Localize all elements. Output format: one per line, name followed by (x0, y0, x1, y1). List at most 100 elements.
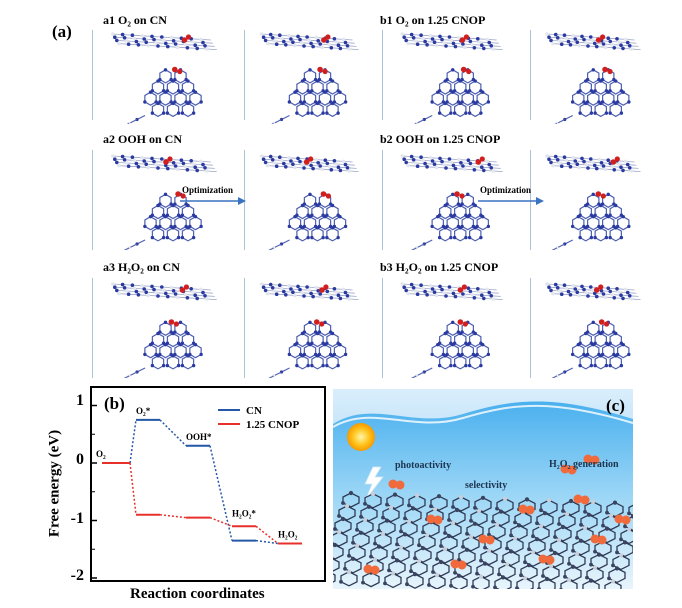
lattice-atom (449, 583, 453, 588)
atom (606, 158, 611, 162)
lattice-atom (570, 564, 576, 569)
atom (425, 43, 429, 47)
molecule-structure (545, 32, 641, 124)
atom (308, 342, 312, 347)
atom (442, 291, 446, 295)
atom (445, 202, 449, 206)
lattice-atom (363, 501, 367, 506)
atom (336, 363, 340, 368)
atom (428, 284, 433, 288)
atom (400, 32, 404, 36)
molecule-structure (400, 32, 503, 124)
atom (161, 111, 166, 115)
atom (425, 293, 429, 297)
atom (334, 290, 339, 294)
atom (325, 363, 329, 368)
atom (430, 100, 434, 104)
atom (163, 342, 168, 347)
atom (629, 169, 634, 173)
lattice-atom (544, 576, 550, 582)
lattice-atom (585, 575, 589, 580)
atom (332, 287, 337, 291)
lattice-atom (498, 509, 504, 514)
atom (608, 289, 613, 294)
atom (566, 39, 571, 44)
atom (134, 161, 139, 166)
atom (468, 289, 473, 294)
atom (578, 235, 582, 240)
atom (302, 77, 307, 82)
atom (329, 46, 334, 50)
atom (293, 165, 297, 170)
atom (184, 77, 188, 82)
atom (464, 111, 468, 115)
lattice-atom (376, 544, 382, 549)
atom (415, 164, 420, 168)
atom (113, 35, 117, 39)
atom (545, 282, 549, 286)
atom (573, 159, 578, 163)
atom (156, 226, 160, 230)
atom (623, 287, 628, 292)
atom (291, 290, 295, 294)
lattice-atom (523, 560, 527, 565)
atom (473, 101, 477, 106)
atom (423, 39, 427, 44)
lattice-atom (427, 583, 431, 587)
atom (430, 352, 434, 357)
atom (150, 235, 155, 240)
lattice-atom (567, 561, 571, 566)
lattice-atom (469, 518, 473, 523)
lattice-atom (538, 524, 544, 529)
divider-line (382, 150, 383, 250)
atom (185, 296, 190, 300)
atom (201, 162, 205, 167)
lattice-atom (509, 533, 513, 538)
atom (310, 111, 314, 115)
atom (191, 290, 195, 294)
atom (617, 40, 621, 44)
atom (338, 342, 342, 347)
atom (313, 330, 318, 334)
atom (164, 291, 168, 296)
atom (419, 33, 423, 37)
atom (300, 354, 305, 358)
atom (195, 46, 199, 51)
lattice-atom (605, 510, 609, 515)
oxygen-atom (321, 37, 327, 43)
divider-line (530, 30, 531, 120)
atom (564, 286, 569, 291)
atom (481, 342, 485, 347)
atom (163, 90, 168, 94)
lattice-atom (447, 518, 451, 522)
oxygen-atom (463, 34, 470, 40)
atom (547, 285, 551, 289)
atom (467, 111, 472, 115)
oxygen-atom (597, 535, 607, 545)
atom (409, 154, 414, 159)
atom (570, 100, 575, 104)
atom (169, 202, 173, 206)
atom (590, 288, 595, 292)
oxygen-atom (317, 66, 323, 73)
atom (126, 164, 131, 168)
atom (617, 290, 621, 294)
atom (160, 35, 164, 39)
oxygen-atom (479, 156, 485, 162)
atom (577, 43, 582, 48)
atom (456, 202, 461, 206)
oxygen-atom (319, 287, 325, 293)
divider-line (244, 278, 245, 378)
cell-title-b1: b1 O₂ on 1.25 CNOP (380, 13, 486, 27)
lattice-atom (610, 579, 616, 584)
atom (169, 330, 173, 334)
atom (600, 330, 605, 334)
lattice-atom (516, 523, 522, 528)
atom (591, 68, 595, 72)
atom (203, 44, 207, 48)
atom (193, 90, 198, 94)
atom (261, 285, 266, 289)
lattice-atom (410, 506, 416, 511)
lattice-atom (504, 562, 510, 567)
oxygen-atom (600, 34, 606, 40)
